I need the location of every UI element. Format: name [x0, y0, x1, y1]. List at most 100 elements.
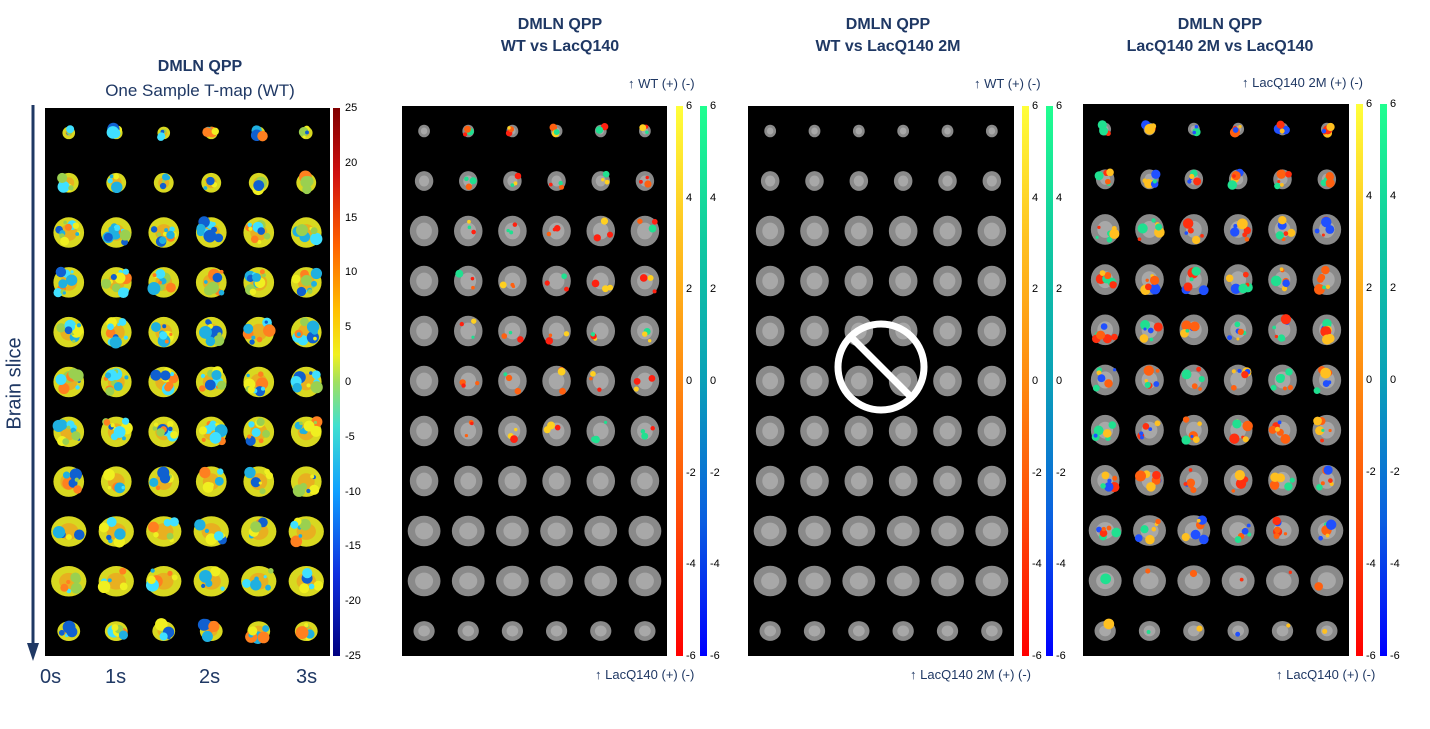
brain-slice — [409, 415, 439, 447]
time-label-2s: 2s — [199, 666, 221, 688]
brain-slice — [842, 515, 876, 547]
brain-slice — [933, 365, 962, 397]
brain-slice — [630, 365, 660, 397]
colorbar-tick-label: 0 — [1366, 374, 1373, 386]
colorbar-tick-label: -20 — [345, 595, 361, 608]
colorbar-tick-label: -4 — [1056, 558, 1066, 571]
brain-slice — [540, 515, 573, 547]
brain-slice — [1223, 214, 1253, 245]
brain-slice — [755, 315, 785, 347]
brain-slice — [1227, 620, 1249, 641]
brain-slice — [195, 466, 227, 497]
brain-slice — [1229, 122, 1245, 138]
colorbar-tick-label: -4 — [1366, 558, 1376, 570]
brain-slice — [1179, 414, 1209, 446]
brain-slice — [1179, 214, 1209, 245]
brain-slice — [842, 565, 876, 597]
brain-slice — [938, 171, 957, 191]
brain-slice — [193, 566, 229, 597]
brain-slice — [250, 125, 268, 142]
colorbar-tick-label: 0 — [710, 375, 717, 387]
brain-slice — [1179, 314, 1209, 346]
brain-slice — [195, 216, 227, 248]
brain-slice — [888, 465, 918, 497]
brain-slice — [1312, 364, 1342, 396]
brain-slice — [195, 366, 227, 398]
brain-slice — [97, 566, 134, 597]
brain-slice — [498, 265, 527, 297]
brain-slice — [886, 515, 920, 547]
colorbar-tick-label: 4 — [1366, 190, 1373, 202]
brain-slice — [146, 516, 182, 547]
brain-slice — [201, 172, 222, 193]
colorbar-tick-label: -4 — [710, 558, 720, 571]
colorbar-tick-label: 6 — [1390, 98, 1397, 110]
brain-slice — [243, 466, 275, 497]
brain-slice — [1138, 620, 1161, 641]
brain-slice — [755, 365, 785, 397]
colorbar-tick-label: -2 — [1032, 466, 1042, 479]
brain-slice — [933, 465, 962, 497]
brain-slice — [888, 215, 918, 247]
brain-slice — [1227, 168, 1248, 190]
colorbar-tick-label: 5 — [345, 321, 352, 334]
brain-slice — [977, 415, 1007, 447]
brain-slice — [584, 565, 618, 597]
panel1-title: DMLN QPP — [157, 58, 243, 75]
colorbar-tick-label: -6 — [1366, 650, 1376, 662]
brain-slice — [1090, 314, 1120, 346]
time-label-3s: 3s — [296, 666, 318, 688]
panel4-negative-colorbar — [1380, 104, 1387, 656]
panel4-colorbar-ticks-positive: 6 4 2 0 -2 -4 -6 — [1366, 98, 1380, 662]
colorbar-tick-label: 20 — [345, 156, 358, 169]
colorbar-tick-label: 6 — [1056, 100, 1063, 112]
no-result-icon — [834, 320, 928, 414]
colorbar-tick-label: -6 — [1056, 650, 1066, 662]
brain-slice — [985, 124, 998, 138]
brain-slice — [542, 365, 571, 397]
brain-slice — [977, 215, 1007, 247]
brain-slice — [1266, 565, 1299, 597]
brain-slice — [1179, 264, 1209, 296]
panel2-title: DMLN QPP — [517, 16, 603, 33]
colorbar-tick-label: -2 — [1366, 466, 1376, 478]
panel2-positive-colorbar — [676, 106, 683, 656]
brain-slice — [1135, 364, 1164, 396]
panel2-bottom-label: ↑ LacQ140 (+) (-) — [595, 667, 695, 682]
brain-slice — [628, 565, 662, 597]
brain-slice — [639, 124, 651, 138]
colorbar-tick-label: -15 — [345, 540, 361, 553]
brain-slice — [931, 515, 964, 547]
brain-slice — [1187, 122, 1201, 137]
panel3-colorbar-ticks-negative: 6 4 2 0 -2 -4 -6 — [1056, 100, 1076, 662]
colorbar-tick-label: -6 — [1032, 650, 1042, 662]
brain-slice — [844, 265, 874, 297]
brain-slice — [453, 265, 483, 297]
brain-slice — [848, 621, 870, 641]
brain-slice — [288, 516, 324, 548]
brain-slice — [977, 265, 1007, 297]
brain-slice — [98, 516, 134, 548]
brain-slice — [413, 621, 435, 641]
colorbar-tick-label: -2 — [1390, 466, 1400, 478]
brain-slice — [1088, 515, 1122, 546]
panel3-positive-colorbar — [1022, 106, 1029, 656]
brain-slice — [1133, 565, 1166, 597]
brain-slice — [630, 215, 660, 247]
colorbar-tick-label: -10 — [345, 485, 361, 498]
panel3-colorbar-ticks-positive: 6 4 2 0 -2 -4 -6 — [1032, 100, 1046, 662]
brain-slice — [409, 365, 439, 397]
panel4-bottom-label: ↑ LacQ140 (+) (-) — [1276, 667, 1376, 682]
brain-slice — [1221, 515, 1255, 546]
brain-slice — [1310, 565, 1344, 597]
brain-slice — [1177, 565, 1211, 597]
brain-slice — [243, 267, 275, 298]
panel4-colorbar-ticks-negative: 6 4 2 0 -2 -4 -6 — [1390, 98, 1410, 662]
colorbar-tick-label: 6 — [686, 100, 693, 112]
brain-slice — [886, 565, 920, 597]
brain-slice — [1312, 314, 1342, 346]
brain-slice — [805, 171, 824, 191]
colorbar-tick-label: 2 — [710, 283, 717, 296]
tmap-slice-grid — [45, 108, 330, 656]
brain-slice — [1094, 168, 1115, 190]
